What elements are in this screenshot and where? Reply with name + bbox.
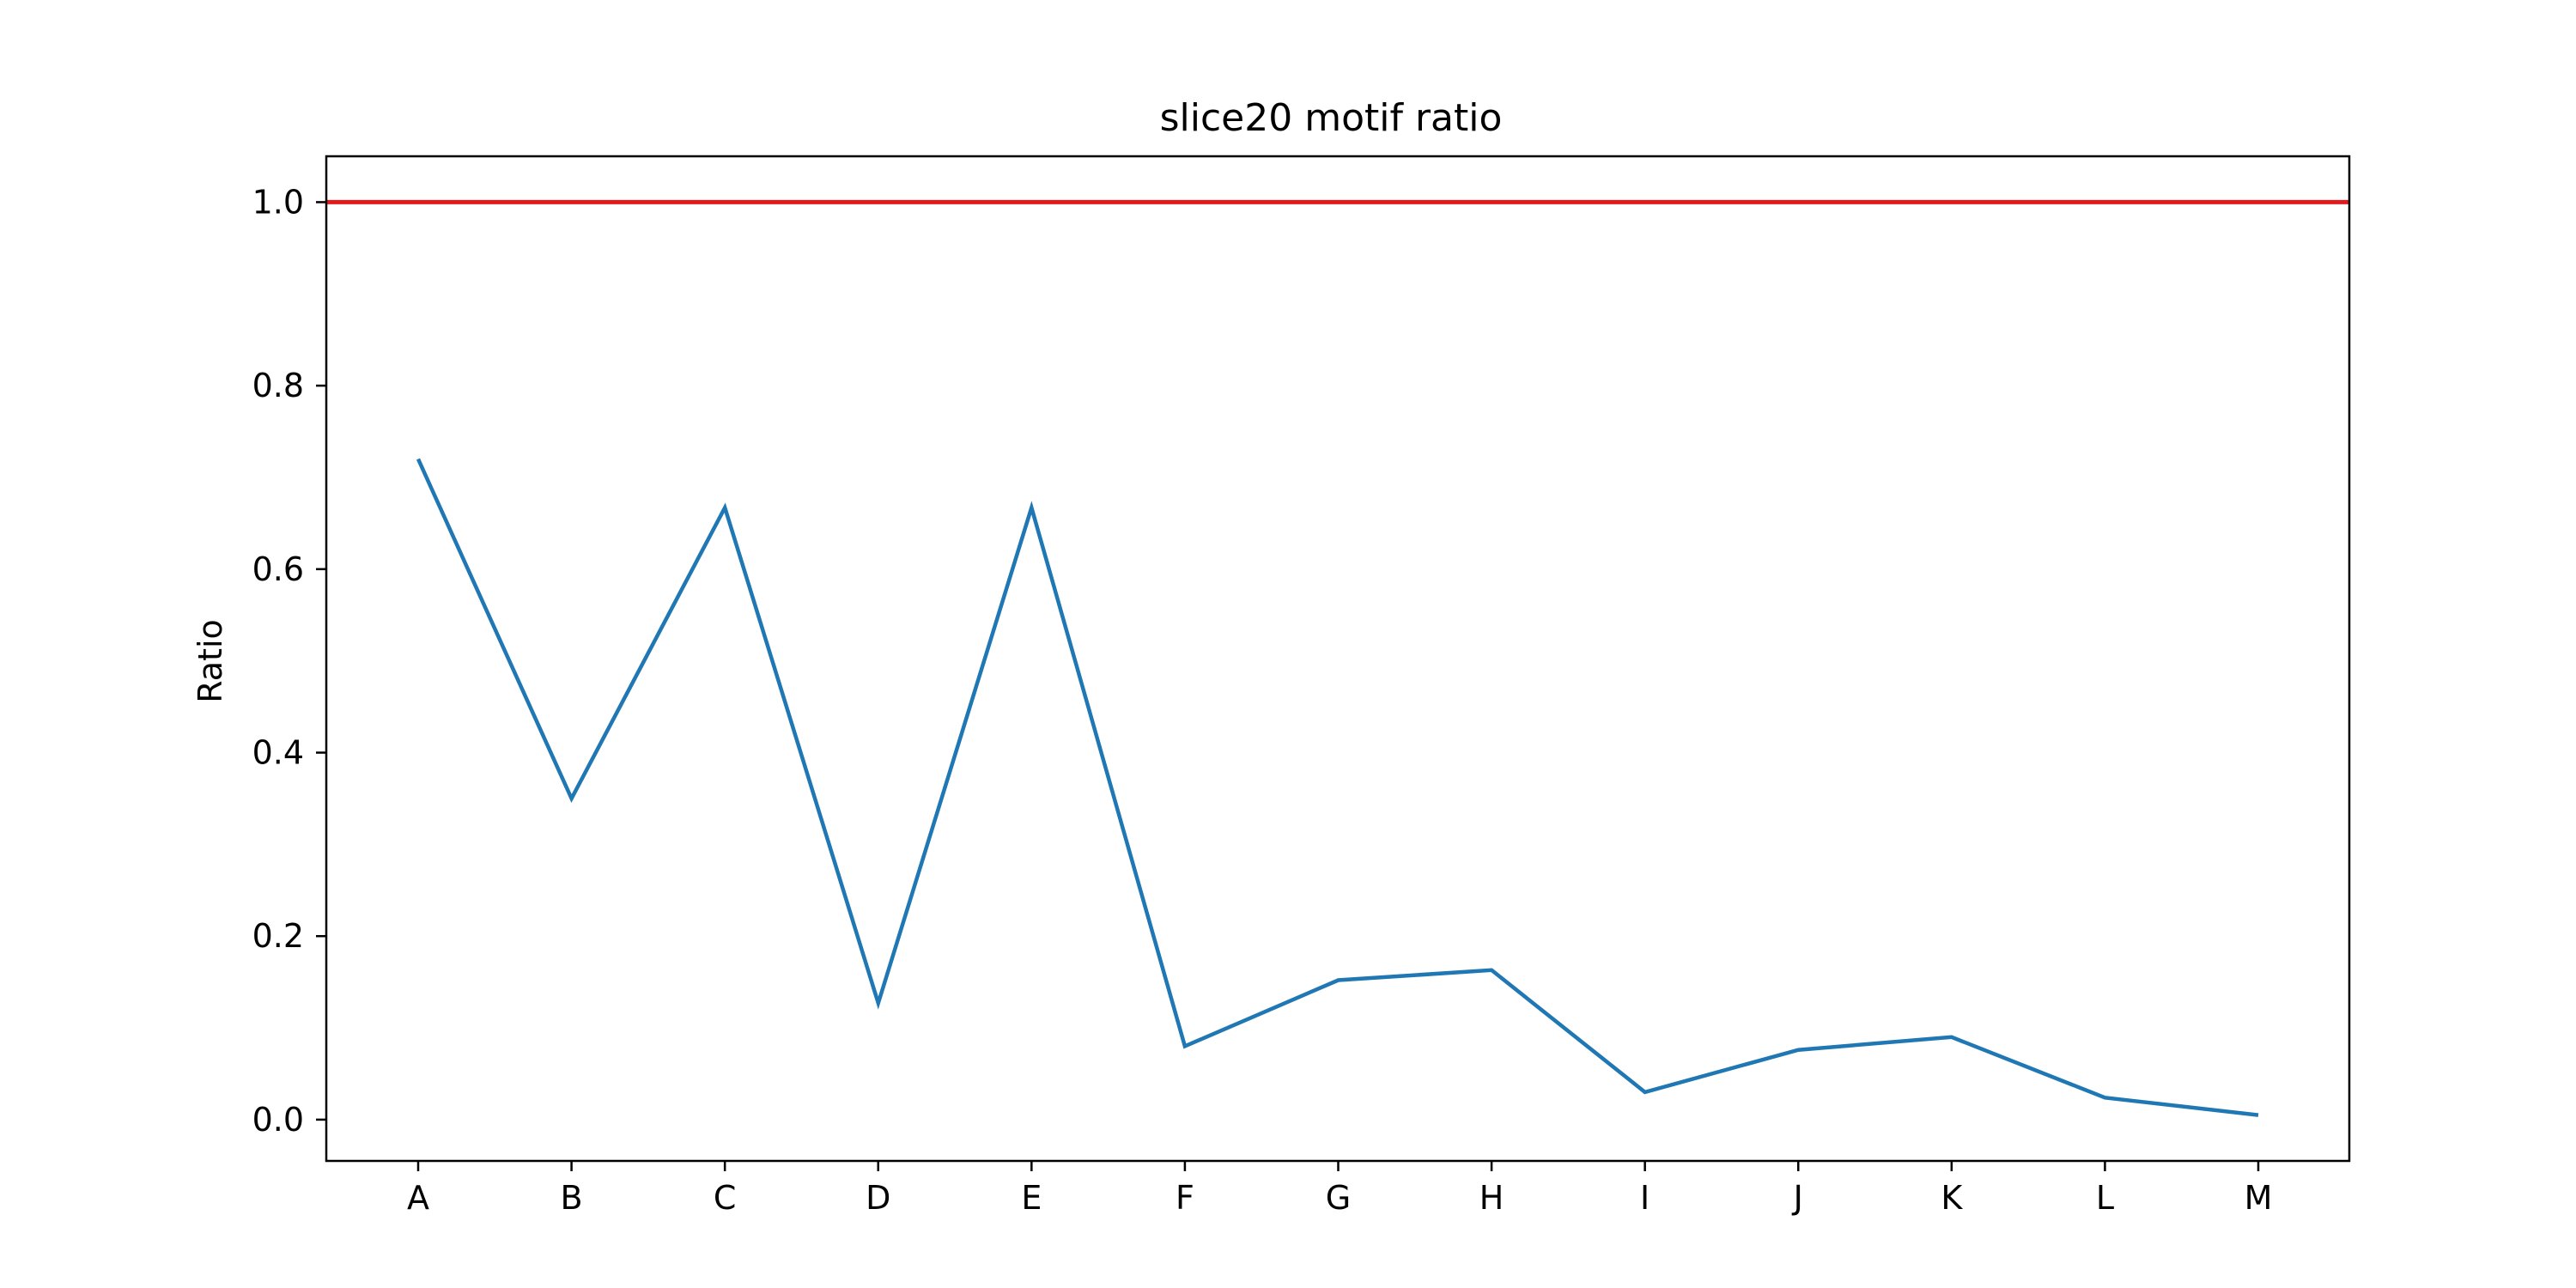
y-tick-label: 0.2 [252,917,304,955]
x-tick-label: K [1941,1179,1963,1217]
series-lines [416,458,2259,1117]
x-tick-label: G [1326,1179,1351,1217]
x-tick-label: I [1640,1179,1649,1217]
x-tick-label: E [1021,1179,1042,1217]
x-axis-ticks: A B C D E F G H I J K L M [407,1161,2272,1217]
x-tick-label: L [2096,1179,2114,1217]
y-tick-label: 0.6 [252,550,304,588]
y-tick-label: 0.0 [252,1101,304,1139]
x-tick-label: F [1176,1179,1194,1217]
y-axis-label: Ratio [191,619,229,703]
x-tick-label: A [407,1179,429,1217]
x-tick-label: C [714,1179,737,1217]
x-tick-label: D [866,1179,890,1217]
x-tick-label: B [561,1179,583,1217]
chart-title: slice20 motif ratio [1160,96,1503,140]
plot-frame [325,155,2351,1163]
x-tick-label: H [1479,1179,1504,1217]
x-tick-label: J [1792,1179,1803,1217]
y-tick-label: 0.8 [252,367,304,404]
x-tick-label: M [2245,1179,2273,1217]
y-tick-label: 0.4 [252,734,304,772]
y-axis-ticks: 0.0 0.2 0.4 0.6 0.8 1.0 [252,183,326,1139]
y-tick-label: 1.0 [252,183,304,221]
